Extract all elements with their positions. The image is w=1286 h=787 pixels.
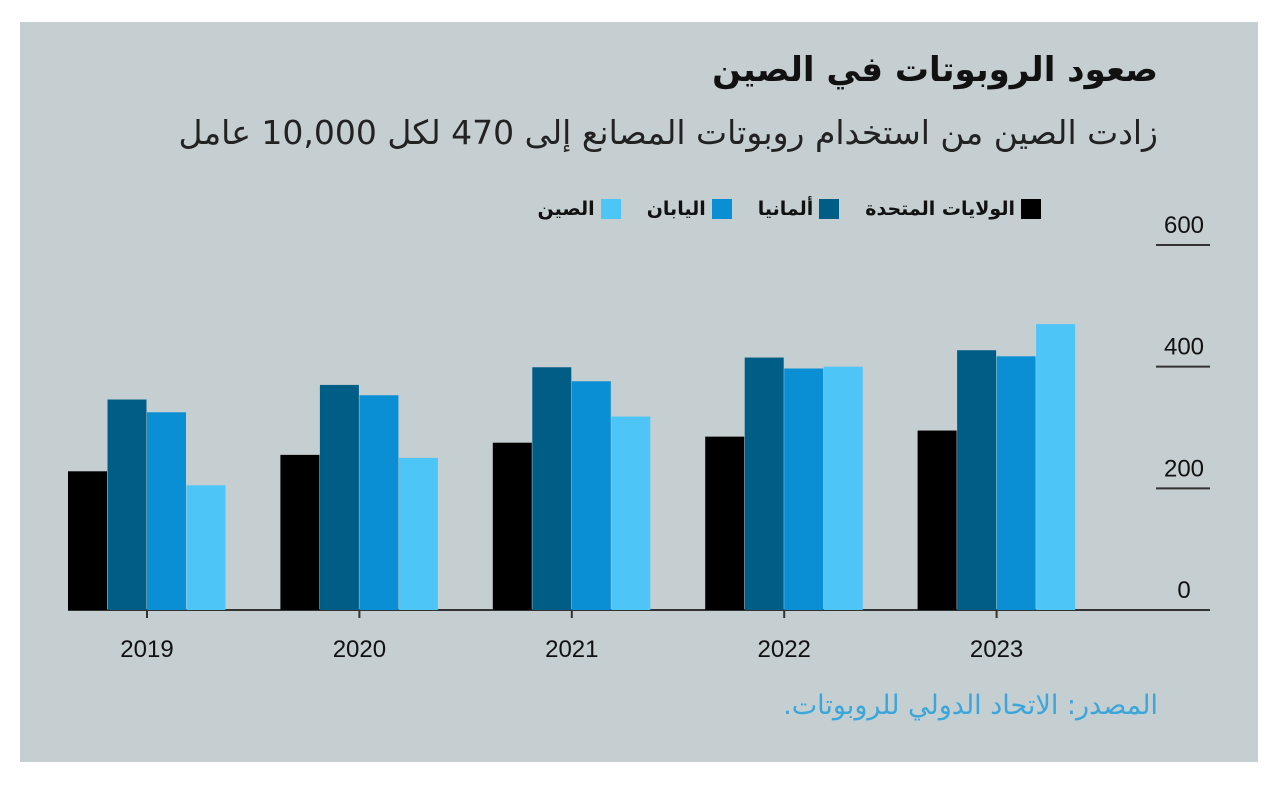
bar-2022-s3 <box>823 366 863 610</box>
y-tick-label-400: 400 <box>1164 334 1204 361</box>
bar-2020-s1 <box>319 384 359 610</box>
y-tick-label-600: 600 <box>1164 212 1204 239</box>
bar-2019-s0 <box>68 471 107 610</box>
x-tick-label-2020: 2020 <box>333 636 386 663</box>
bar-2023-s1 <box>957 350 997 610</box>
legend-label-germany: ألمانيا <box>757 198 814 220</box>
bar-2022-s0 <box>705 436 745 610</box>
chart-subtitle: زادت الصين من استخدام روبوتات المصانع إل… <box>178 113 1159 152</box>
bar-2023-s2 <box>996 356 1036 610</box>
bar-2023-s0 <box>917 430 957 610</box>
y-tick-label-200: 200 <box>1164 455 1204 482</box>
bar-2022-s2 <box>784 368 824 610</box>
chart-title: صعود الروبوتات في الصين <box>712 50 1158 90</box>
bar-2023-s3 <box>1036 324 1076 610</box>
legend: الولايات المتحدة ألمانيا اليابان الصين <box>537 198 1041 220</box>
x-tick-label-2019: 2019 <box>120 636 173 663</box>
bar-2021-s3 <box>611 416 651 610</box>
bar-2019-s3 <box>186 485 226 610</box>
bar-2020-s0 <box>280 454 320 610</box>
legend-swatch-china <box>600 199 621 219</box>
x-tick-label-2022: 2022 <box>758 636 811 663</box>
bar-2019-s1 <box>107 399 147 610</box>
legend-swatch-japan <box>711 199 732 219</box>
legend-item-germany: ألمانيا <box>758 198 840 220</box>
legend-item-china: الصين <box>537 198 621 220</box>
legend-label-china: الصين <box>537 198 595 220</box>
legend-label-japan: اليابان <box>646 198 706 220</box>
bar-2022-s1 <box>744 357 784 610</box>
legend-swatch-usa <box>1021 199 1041 219</box>
x-tick-label-2023: 2023 <box>970 636 1023 663</box>
bar-2021-s1 <box>532 367 572 610</box>
y-tick-label-0: 0 <box>1177 577 1190 604</box>
legend-item-japan: اليابان <box>647 198 732 220</box>
source-note: المصدر: الاتحاد الدولي للروبوتات. <box>783 690 1158 721</box>
x-tick-label-2021: 2021 <box>545 636 598 663</box>
bar-2021-s0 <box>492 442 532 610</box>
bar-2020-s2 <box>359 395 399 610</box>
legend-item-usa: الولايات المتحدة <box>865 198 1041 220</box>
bar-2020-s3 <box>398 457 438 610</box>
bar-2019-s2 <box>147 412 186 610</box>
bar-2021-s2 <box>571 381 611 610</box>
legend-swatch-germany <box>819 199 840 219</box>
legend-label-usa: الولايات المتحدة <box>865 198 1015 220</box>
